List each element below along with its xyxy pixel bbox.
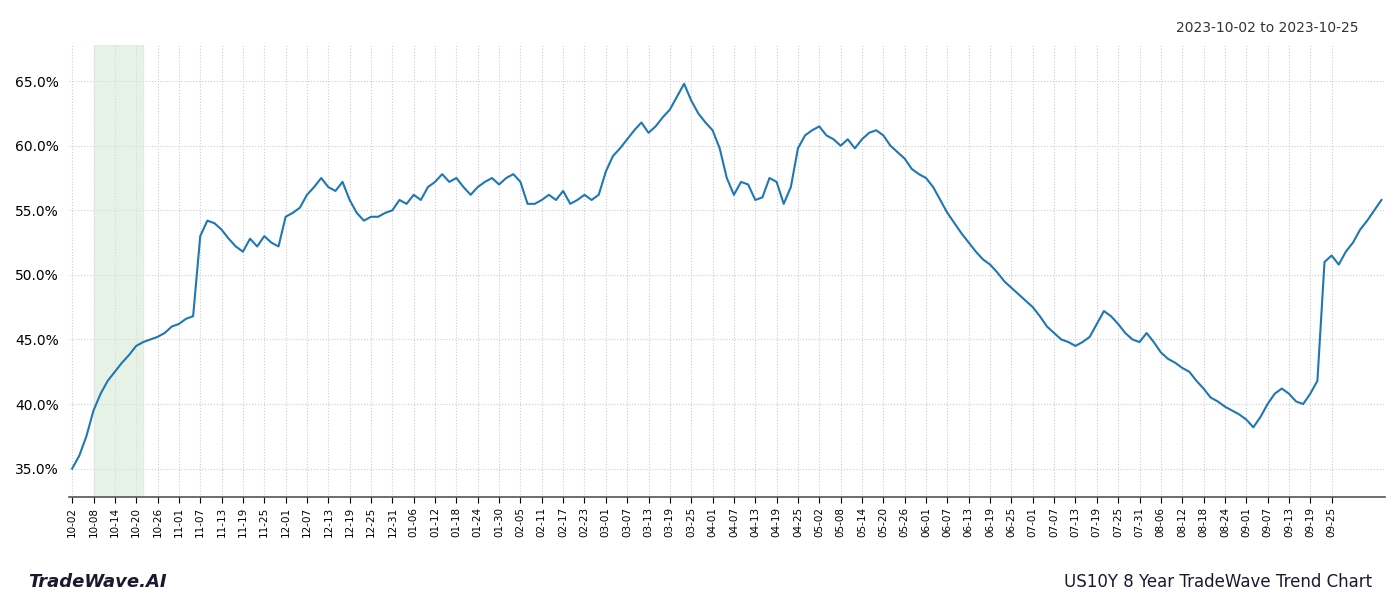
Text: TradeWave.AI: TradeWave.AI (28, 573, 167, 591)
Text: US10Y 8 Year TradeWave Trend Chart: US10Y 8 Year TradeWave Trend Chart (1064, 573, 1372, 591)
Bar (94, 45, 143, 497)
Text: 2023-10-02 to 2023-10-25: 2023-10-02 to 2023-10-25 (1176, 21, 1358, 35)
